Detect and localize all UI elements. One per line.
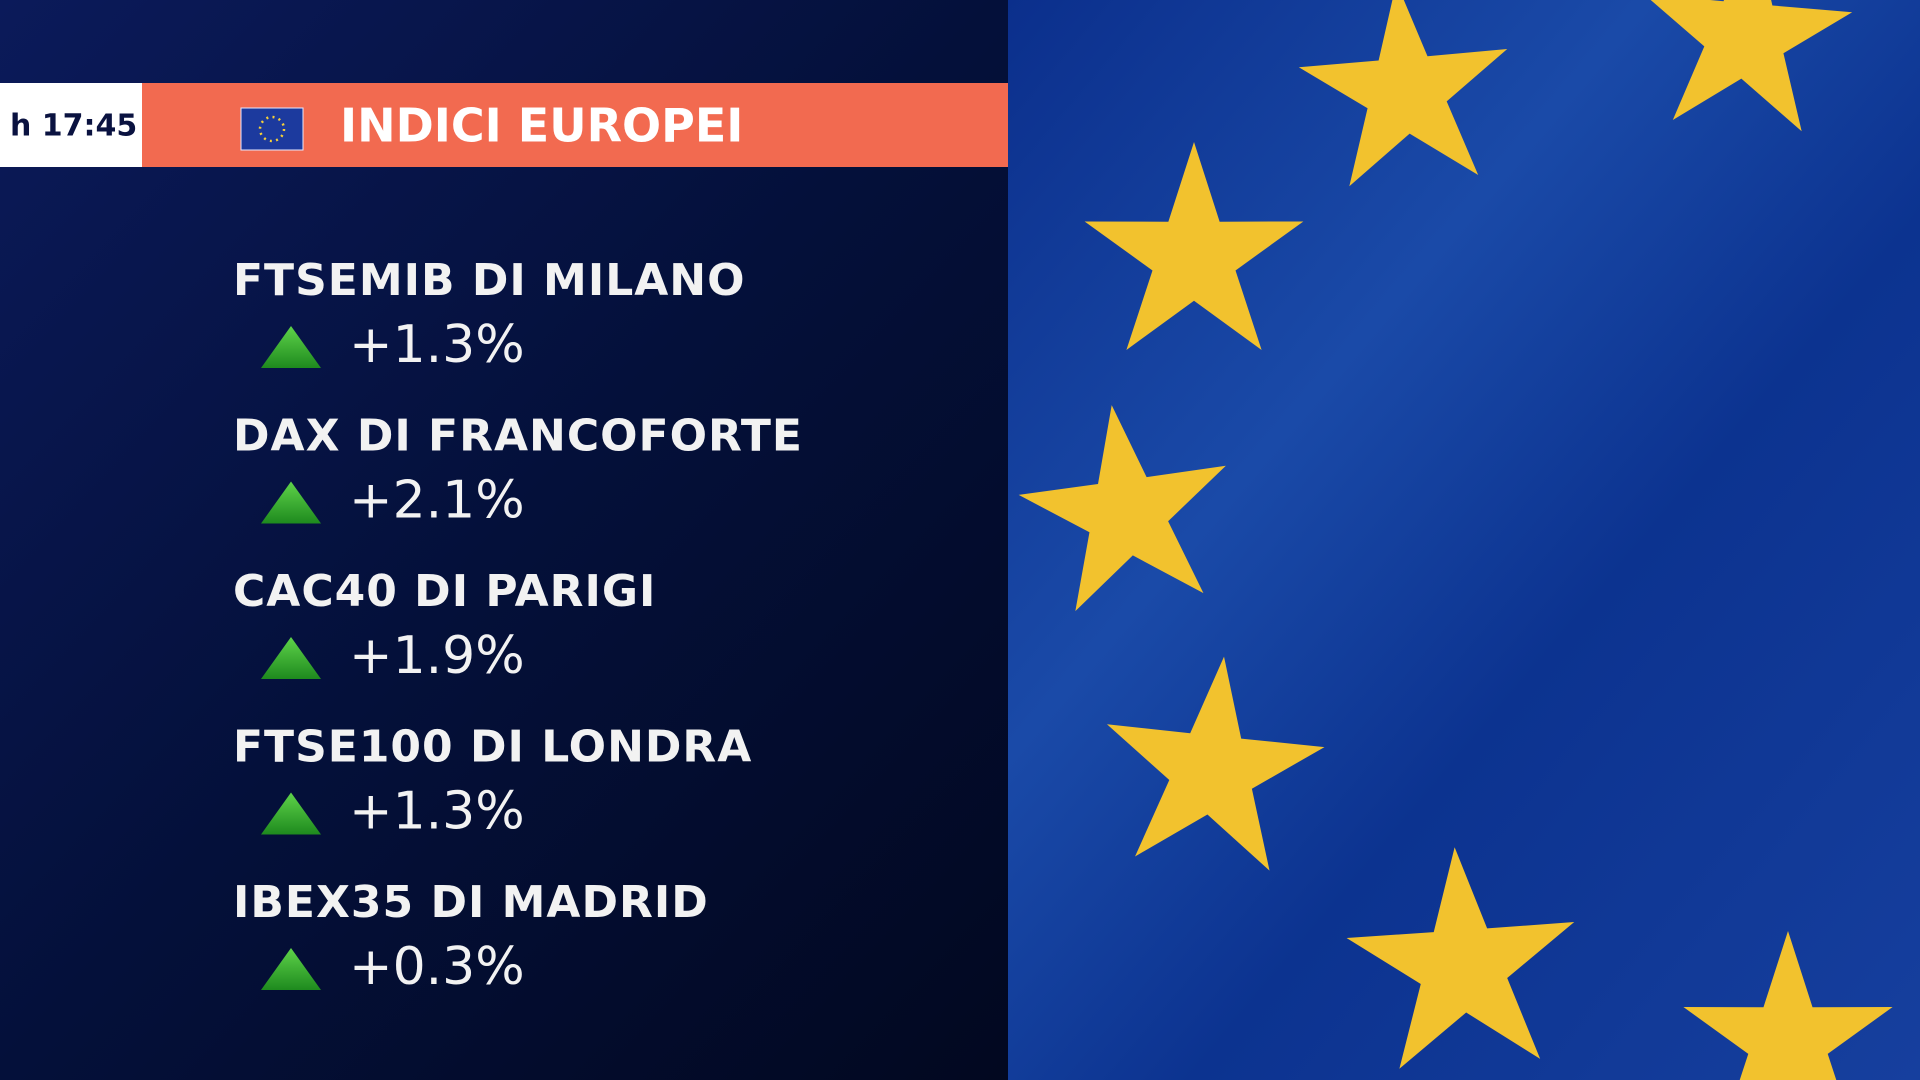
header-bar xyxy=(0,83,1008,167)
index-list: FTSEMIB DI MILANO +1.3% DAX DI FRANCOFORTE… xyxy=(233,255,803,997)
up-arrow xyxy=(261,481,321,524)
index-change: +1.9% xyxy=(349,626,525,686)
up-arrow xyxy=(261,326,321,368)
index-change: +1.3% xyxy=(349,782,525,842)
up-arrow xyxy=(261,792,321,835)
eu-flag-icon xyxy=(240,107,304,151)
index-name: FTSE100 DI LONDRA xyxy=(233,722,752,773)
index-name: CAC40 DI PARIGI xyxy=(233,566,656,617)
index-change: +1.3% xyxy=(349,315,525,375)
time-box xyxy=(0,83,142,167)
index-change: +2.1% xyxy=(349,471,525,531)
index-name: IBEX35 DI MADRID xyxy=(233,877,709,928)
index-name: FTSEMIB DI MILANO xyxy=(233,255,746,306)
time: h 17:45 xyxy=(10,109,137,144)
index-name: DAX DI FRANCOFORTE xyxy=(233,411,803,462)
up-arrow xyxy=(261,948,321,990)
up-arrow xyxy=(261,637,321,679)
index-change: +0.3% xyxy=(349,937,525,997)
left-background xyxy=(0,0,1008,1080)
header-title: INDICI EUROPEI xyxy=(340,99,743,153)
